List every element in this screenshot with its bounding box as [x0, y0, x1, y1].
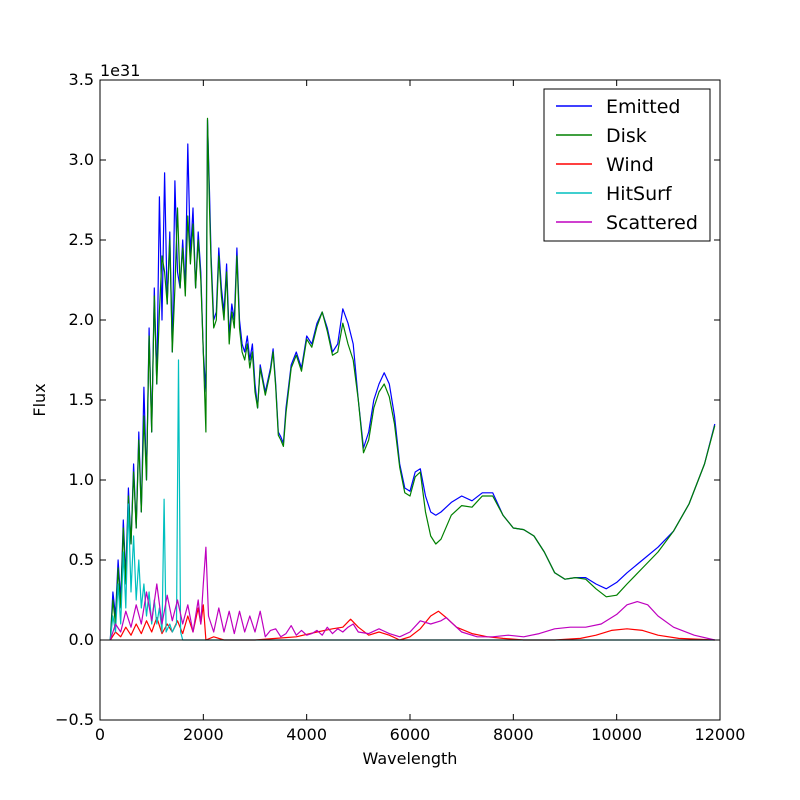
y-tick-label: 2.5 [69, 230, 94, 249]
series-line-emitted [109, 119, 716, 641]
x-tick-label: 0 [95, 725, 105, 744]
legend-label-wind: Wind [606, 154, 654, 176]
y-tick-label: 1.5 [69, 390, 94, 409]
legend-label-scattered: Scattered [606, 212, 698, 234]
legend-label-hitsurf: HitSurf [606, 183, 673, 205]
series-line-disk [109, 117, 716, 641]
y-tick-label: 0.0 [69, 630, 94, 649]
x-axis-label: Wavelength [363, 749, 458, 768]
y-axis-label: Flux [30, 383, 49, 416]
y-offset-label: 1e31 [100, 61, 140, 80]
y-tick-label: −0.5 [55, 710, 94, 729]
y-tick-label: 0.5 [69, 550, 94, 569]
legend-label-disk: Disk [606, 125, 647, 147]
y-tick-label: 2.0 [69, 310, 94, 329]
x-tick-label: 8000 [493, 725, 534, 744]
y-tick-label: 3.5 [69, 70, 94, 89]
x-tick-label: 2000 [183, 725, 224, 744]
x-tick-label: 4000 [286, 725, 327, 744]
x-tick-label: 6000 [390, 725, 431, 744]
legend-items: Emitted Disk Wind HitSurf Scattered [556, 96, 698, 234]
legend-label-emitted: Emitted [606, 96, 680, 118]
x-tick-label: 10000 [591, 725, 642, 744]
series-line-scattered [109, 546, 715, 641]
ticks-layer: 0 2000 4000 6000 8000 10000 12000 −0.5 0.0 0.5 1.0… [55, 70, 745, 744]
y-tick-label: 3.0 [69, 150, 94, 169]
x-tick-label: 12000 [695, 725, 746, 744]
series-layer [109, 117, 716, 641]
y-tick-label: 1.0 [69, 470, 94, 489]
legend: Emitted Disk Wind HitSurf Scattered [543, 88, 711, 242]
legend-box [543, 88, 711, 242]
